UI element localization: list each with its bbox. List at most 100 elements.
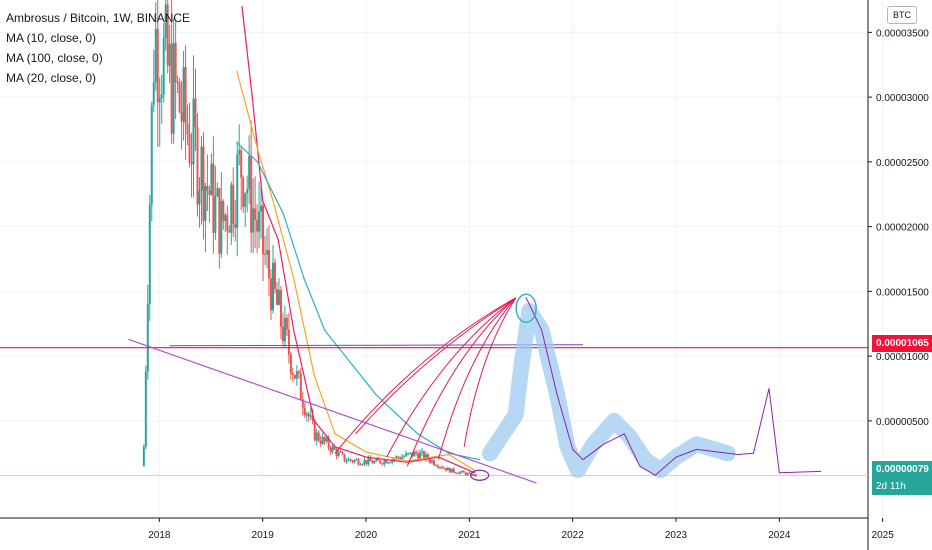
candle-body xyxy=(474,474,477,477)
candle-body xyxy=(317,432,320,441)
candle-body xyxy=(150,104,153,205)
candle-body xyxy=(142,446,145,467)
candle-body xyxy=(351,460,354,462)
fan-drawing-line xyxy=(386,297,517,458)
candle-body xyxy=(377,459,380,461)
candle-body xyxy=(355,459,358,461)
candle-body xyxy=(198,190,201,205)
candle-body xyxy=(458,472,461,474)
candle-body xyxy=(423,451,426,460)
candle-body xyxy=(331,446,334,452)
candle-body xyxy=(379,460,382,464)
candle-body xyxy=(413,451,416,457)
candle-body xyxy=(170,43,173,134)
candle-body xyxy=(385,460,388,464)
candle-body xyxy=(188,134,191,163)
candle-body xyxy=(365,460,368,464)
candle-body xyxy=(401,456,404,460)
candle-body xyxy=(256,220,259,232)
candle-body xyxy=(220,200,223,254)
candle-body xyxy=(363,460,366,465)
candle-body xyxy=(194,98,197,128)
currency-button[interactable]: BTC xyxy=(887,6,917,24)
projection-highlight xyxy=(482,302,736,479)
candle-body xyxy=(158,98,161,103)
horizontal-drawing-line xyxy=(169,344,584,347)
candle-body xyxy=(381,463,384,465)
candle-body xyxy=(196,127,199,205)
candle-body xyxy=(242,177,245,207)
candle-body xyxy=(178,82,181,112)
candle-body xyxy=(176,82,179,84)
candle-body xyxy=(353,459,356,462)
candle-body xyxy=(440,466,443,468)
candle-body xyxy=(434,464,437,466)
legend-symbol[interactable]: Ambrosus / Bitcoin, 1W, BINANCE xyxy=(6,11,191,25)
candle-body xyxy=(222,200,225,221)
candle-body xyxy=(389,462,392,464)
current-circle xyxy=(470,469,490,481)
candle-body xyxy=(341,452,344,455)
y-tick-label: 0.00001500 xyxy=(876,287,929,298)
candle-body xyxy=(393,458,396,460)
fan-drawing-line xyxy=(463,297,517,447)
candle-body xyxy=(190,162,193,165)
candle-body xyxy=(333,446,336,450)
ma-20-line xyxy=(236,70,476,471)
candle-body xyxy=(252,208,255,233)
candle-body xyxy=(303,407,306,416)
candle-body xyxy=(279,290,282,327)
candle-body xyxy=(415,451,418,454)
candle-body xyxy=(270,278,273,311)
candle-body xyxy=(204,186,207,221)
candle-body xyxy=(182,67,185,122)
candle-body xyxy=(154,28,157,83)
candle-body xyxy=(297,371,300,374)
candle-body xyxy=(337,451,340,456)
candle-body xyxy=(281,326,284,342)
x-tick-label: 2021 xyxy=(458,530,481,541)
candle-body xyxy=(468,472,471,474)
candle-body xyxy=(397,456,400,458)
candle-body xyxy=(454,472,457,474)
y-tick-label: 0.00003500 xyxy=(876,28,929,39)
candle-body xyxy=(144,371,147,447)
candle-body xyxy=(357,459,360,465)
candle-body xyxy=(444,468,447,471)
legend-ma-10[interactable]: MA (10, close, 0) xyxy=(6,31,97,45)
candle-body xyxy=(277,290,280,305)
fan-drawing-line xyxy=(334,297,517,454)
x-tick-label: 2020 xyxy=(355,530,378,541)
candle-body xyxy=(244,193,247,207)
candle-body xyxy=(206,186,209,191)
candle-body xyxy=(438,466,441,468)
candle-body xyxy=(432,460,435,465)
candle-body xyxy=(293,375,296,379)
candle-body xyxy=(347,459,350,462)
candle-body xyxy=(403,456,406,458)
y-tick-label: 0.00002500 xyxy=(876,158,929,169)
candle-body xyxy=(214,196,217,233)
candle-body xyxy=(462,471,465,473)
candle-body xyxy=(289,354,292,374)
candle-body xyxy=(250,155,253,233)
candle-body xyxy=(287,329,290,355)
ma-10-line xyxy=(241,5,476,474)
fan-drawing-line xyxy=(437,297,517,460)
legend-ma-100[interactable]: MA (100, close, 0) xyxy=(6,51,103,65)
candle-body xyxy=(180,111,183,122)
trend-line xyxy=(128,338,537,484)
candle-body xyxy=(425,454,428,460)
candle-body xyxy=(327,438,330,448)
y-tick-label: 0.00000500 xyxy=(876,417,929,428)
candle-body xyxy=(208,190,211,195)
candle-body xyxy=(307,413,310,417)
candle-body xyxy=(295,371,298,379)
candle-body xyxy=(399,457,402,460)
candle-body xyxy=(291,373,294,376)
candle-body xyxy=(230,184,233,233)
legend-ma-20[interactable]: MA (20, close, 0) xyxy=(6,71,97,85)
candle-body xyxy=(325,438,328,442)
